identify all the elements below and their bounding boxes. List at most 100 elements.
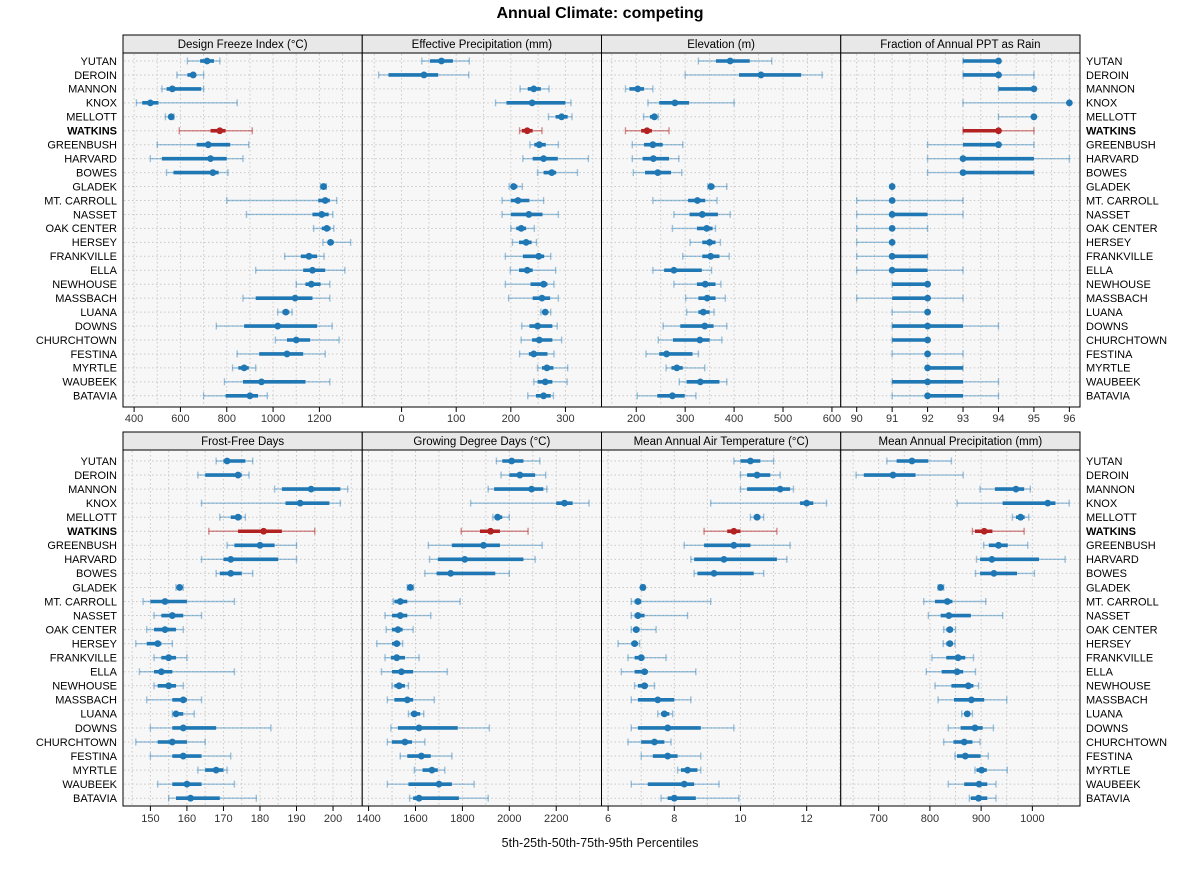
station-label-left: NASSET <box>73 610 117 622</box>
percentile-row-HARVARD <box>428 555 536 563</box>
panel-header: Design Freeze Index (°C) <box>178 39 308 51</box>
percentile-row-MT. CARROLL <box>142 598 236 605</box>
axis-tick-label: 600 <box>171 413 189 425</box>
station-label-right: MASSBACH <box>1086 293 1148 305</box>
percentile-row-MT. CARROLL <box>630 598 712 605</box>
station-label-right: MELLOTT <box>1086 112 1137 124</box>
axis-tick-label: 12 <box>801 813 813 825</box>
percentile-row-MYRTLE <box>924 364 964 372</box>
percentile-row-BATAVIA <box>167 794 258 802</box>
percentile-row-KNOX <box>962 99 1073 107</box>
station-label-left: CHURCHTOWN <box>36 335 117 347</box>
station-label-left: MASSBACH <box>55 293 117 305</box>
station-label-right: DEROIN <box>1086 70 1129 82</box>
station-label-left: ELLA <box>90 667 118 679</box>
panel-mean-annual-air-temperature-c-: Mean Annual Air Temperature (°C) 6 8 10 12 <box>601 431 842 825</box>
percentile-row-MYRTLE <box>676 766 702 774</box>
station-label-right: HARVARD <box>1086 153 1139 165</box>
percentile-row-DEROIN <box>377 71 470 79</box>
percentile-row-ELLA <box>138 668 236 676</box>
panel-growing-degree-days-c-: Growing Degree Days (°C) 1400 1600 1800 2000… <box>356 431 602 825</box>
station-label-right: MASSBACH <box>1086 695 1148 707</box>
percentile-row-HERSEY <box>617 640 641 648</box>
panel-header: Growing Degree Days (°C) <box>413 436 550 448</box>
axis-tick-label: 800 <box>218 413 236 425</box>
percentile-row-HARVARD <box>631 155 680 163</box>
percentile-row-WAUBEEK <box>533 378 568 386</box>
percentile-row-ELLA <box>925 668 977 676</box>
percentile-row-DEROIN <box>962 71 1035 79</box>
percentile-row-MANNON <box>273 485 349 493</box>
percentile-row-HARVARD <box>149 155 244 163</box>
percentile-row-HARVARD <box>200 555 298 563</box>
axis-tick-label: 150 <box>141 813 159 825</box>
percentile-row-BOWES <box>632 169 683 177</box>
percentile-row-BATAVIA <box>891 392 1000 400</box>
percentile-row-OAK CENTER <box>510 224 536 232</box>
station-label-right: BOWES <box>1086 167 1127 179</box>
percentile-row-HERSEY <box>322 238 352 246</box>
percentile-row-LUANA <box>685 308 715 316</box>
percentile-row-DOWNS <box>521 322 558 330</box>
axis-tick-label: 190 <box>287 813 305 825</box>
station-label-left: WAUBEEK <box>62 377 117 389</box>
percentile-row-MYRTLE <box>536 364 569 372</box>
percentile-row-WATKINS <box>208 527 316 535</box>
axis-tick-label: 2200 <box>544 813 568 825</box>
percentile-row-DOWNS <box>215 322 333 330</box>
percentile-row-DEROIN <box>197 471 250 479</box>
station-label-right: NEWHOUSE <box>1086 681 1151 693</box>
station-label-right: YUTAN <box>1086 56 1123 68</box>
panel-mean-annual-precipitation-mm-: Mean Annual Precipitation (mm) 700 800 900 1… <box>840 431 1081 825</box>
station-label-right: CHURCHTOWN <box>1086 335 1167 347</box>
percentile-row-LUANA <box>960 710 974 718</box>
station-label-right: MYRTLE <box>1086 363 1130 375</box>
percentile-row-OAK CENTER <box>943 626 957 634</box>
percentile-row-FESTINA <box>236 350 326 358</box>
percentile-row-WATKINS <box>962 127 1035 135</box>
percentile-row-CHURCHTOWN <box>135 738 206 746</box>
axis-tick-label: 300 <box>676 413 694 425</box>
percentile-row-NEWHOUSE <box>391 682 410 690</box>
percentile-row-GREENBUSH <box>683 541 791 549</box>
percentile-row-FRANKVILLE <box>627 654 667 662</box>
station-label-right: FESTINA <box>1086 349 1133 361</box>
percentile-row-BATAVIA <box>527 392 555 400</box>
percentile-row-MT. CARROLL <box>392 598 461 605</box>
percentile-row-NEWHOUSE <box>934 682 980 690</box>
percentile-row-WAUBEEK <box>678 378 728 386</box>
percentile-row-FESTINA <box>518 350 555 358</box>
percentile-row-DOWNS <box>149 724 272 732</box>
station-label-right: CHURCHTOWN <box>1086 737 1167 749</box>
percentile-row-NASSET <box>856 210 964 218</box>
axis-tick-label: 1600 <box>403 813 427 825</box>
percentile-row-KNOX <box>135 99 238 107</box>
percentile-row-OAK CENTER <box>385 626 414 634</box>
station-label-left: OAK CENTER <box>45 223 117 235</box>
percentile-row-NEWHOUSE <box>673 280 722 288</box>
panel-design-freeze-index-c-: Design Freeze Index (°C) 400 600 800 1000 120… <box>122 34 363 425</box>
percentile-row-FESTINA <box>954 752 989 760</box>
station-label-left: LUANA <box>80 709 117 721</box>
station-label-right: YUTAN <box>1086 456 1123 468</box>
percentile-row-MELLOTT <box>164 113 175 121</box>
station-label-left: GLADEK <box>72 181 117 193</box>
panel-header: Mean Annual Air Temperature (°C) <box>634 436 809 448</box>
station-label-left: FESTINA <box>71 751 118 763</box>
percentile-row-MT. CARROLL <box>501 197 545 204</box>
percentile-row-YUTAN <box>495 457 541 465</box>
axis-tick-label: 400 <box>725 413 743 425</box>
percentile-row-BOWES <box>926 169 1035 177</box>
percentile-row-NASSET <box>153 612 203 620</box>
station-label-left: MELLOTT <box>66 112 117 124</box>
station-label-left: KNOX <box>86 98 118 110</box>
axis-tick-label: 96 <box>1063 413 1075 425</box>
percentile-row-MASSBACH <box>630 696 692 704</box>
percentile-row-DOWNS <box>891 322 1000 330</box>
percentile-row-MASSBACH <box>146 696 203 704</box>
station-label-right: NEWHOUSE <box>1086 279 1151 291</box>
percentile-row-FRANKVILLE <box>682 252 730 260</box>
percentile-row-FESTINA <box>640 752 702 760</box>
